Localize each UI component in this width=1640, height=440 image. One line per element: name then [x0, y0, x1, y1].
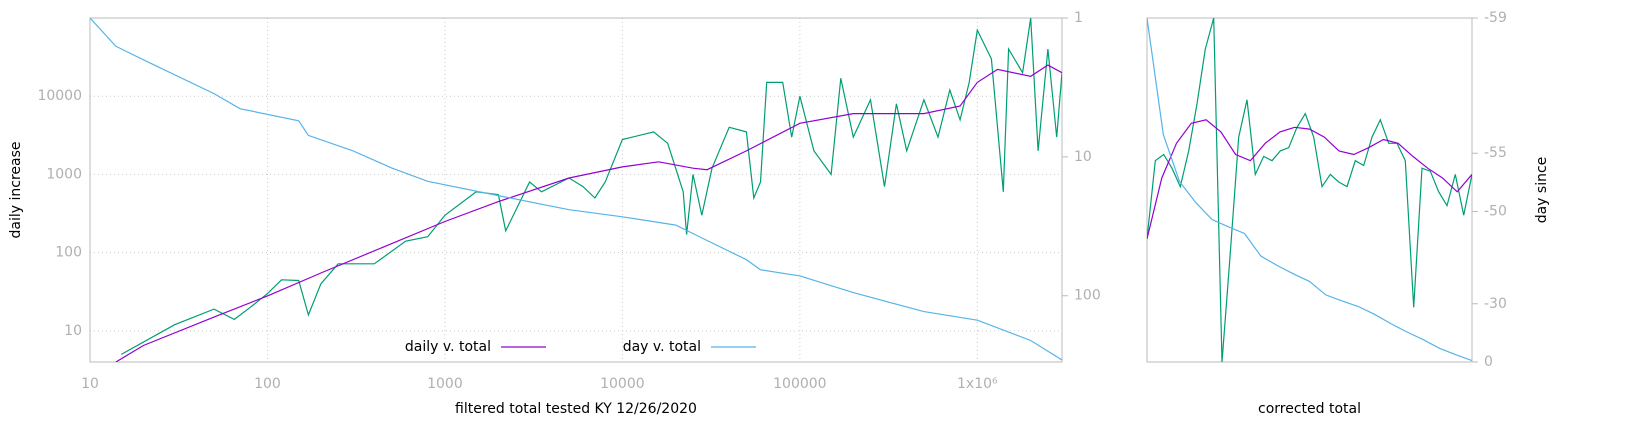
y2-axis-label: day since [1534, 157, 1550, 224]
series-line [1147, 18, 1472, 362]
x-tick-label: 10000 [600, 376, 645, 392]
x-tick-label: 1000 [427, 376, 463, 392]
y2-tick-label: 100 [1074, 288, 1101, 304]
series-line [90, 18, 1062, 361]
x-tick-label: 10 [81, 376, 99, 392]
series-line [115, 64, 1062, 362]
y2-tick-label: -59 [1484, 10, 1507, 26]
y-axis-label: daily increase [8, 142, 24, 239]
plot-frame [1146, 17, 1473, 363]
series-line [1147, 119, 1472, 240]
x-axis-label: filtered total tested KY 12/26/2020 [455, 401, 697, 417]
y-tick-label: 10000 [37, 88, 82, 104]
y2-tick-label: 1 [1074, 10, 1083, 26]
y-tick-label: 100 [55, 245, 82, 261]
legend-label: daily v. total [405, 339, 491, 355]
y2-tick-label: -50 [1484, 203, 1507, 219]
plot-frame [89, 17, 1063, 363]
y-tick-label: 1000 [46, 166, 82, 182]
x-axis-label: corrected total [1258, 401, 1361, 417]
y2-tick-label: 10 [1074, 149, 1092, 165]
y2-tick-label: -30 [1484, 296, 1507, 312]
series-line [121, 18, 1062, 355]
y2-tick-label: 0 [1484, 354, 1493, 370]
y-tick-label: 10 [64, 323, 82, 339]
legend-label: day v. total [623, 339, 701, 355]
y2-tick-label: -55 [1484, 145, 1507, 161]
x-tick-label: 100000 [773, 376, 826, 392]
series-line [1147, 18, 1472, 362]
x-tick-label: 1x10⁶ [957, 376, 998, 392]
x-tick-label: 100 [254, 376, 281, 392]
